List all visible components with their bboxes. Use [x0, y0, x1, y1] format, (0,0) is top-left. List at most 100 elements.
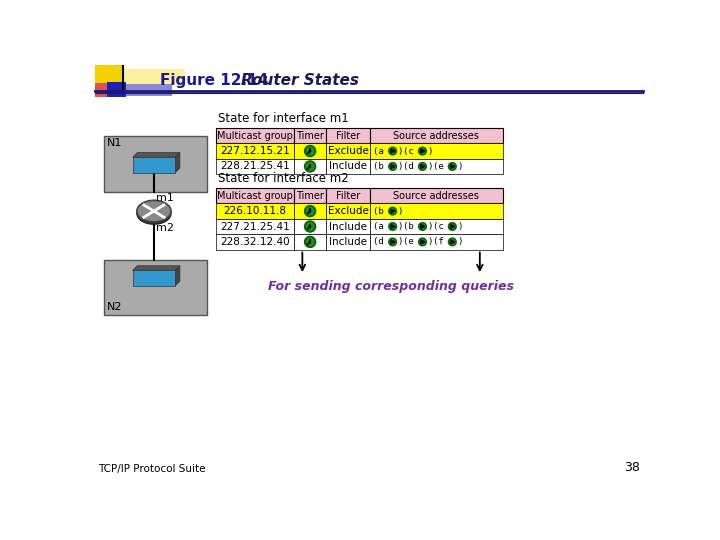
Polygon shape: [391, 149, 395, 153]
Text: (b ,: (b ,: [402, 222, 430, 231]
Text: (c ,: (c ,: [433, 222, 459, 231]
Text: TCP/IP Protocol Suite: TCP/IP Protocol Suite: [98, 464, 205, 475]
Polygon shape: [326, 204, 370, 219]
Polygon shape: [216, 143, 294, 159]
Polygon shape: [294, 128, 326, 143]
Text: ): ): [427, 238, 433, 246]
Polygon shape: [391, 165, 395, 168]
Text: Source addresses: Source addresses: [394, 191, 480, 201]
Polygon shape: [370, 128, 503, 143]
Text: Filter: Filter: [336, 131, 360, 140]
Text: State for interface m2: State for interface m2: [218, 172, 348, 185]
Circle shape: [389, 163, 397, 170]
Text: ): ): [457, 222, 462, 231]
Circle shape: [449, 163, 456, 170]
Text: (d ,: (d ,: [373, 238, 400, 246]
Text: State for interface m1: State for interface m1: [218, 112, 348, 125]
Text: ): ): [397, 207, 402, 215]
Text: ): ): [457, 238, 462, 246]
Polygon shape: [451, 240, 454, 244]
Polygon shape: [421, 225, 425, 228]
Polygon shape: [370, 143, 503, 159]
Circle shape: [305, 206, 315, 217]
Polygon shape: [326, 188, 370, 204]
Polygon shape: [126, 84, 172, 96]
Text: ): ): [397, 162, 402, 171]
Text: Timer: Timer: [296, 191, 324, 201]
Polygon shape: [107, 82, 126, 97]
Text: 228.21.25.41: 228.21.25.41: [220, 161, 290, 171]
Text: Filter: Filter: [336, 191, 360, 201]
Polygon shape: [96, 65, 122, 88]
Text: Include: Include: [329, 237, 367, 247]
Circle shape: [305, 221, 315, 232]
Circle shape: [389, 207, 397, 215]
Polygon shape: [175, 266, 180, 286]
Text: (b ,: (b ,: [373, 162, 400, 171]
Polygon shape: [370, 159, 503, 174]
Polygon shape: [132, 153, 180, 157]
Ellipse shape: [137, 202, 171, 224]
Polygon shape: [132, 271, 175, 286]
Text: (e ,: (e ,: [433, 162, 459, 171]
Polygon shape: [216, 188, 294, 204]
Polygon shape: [104, 137, 207, 192]
Text: For sending corresponding queries: For sending corresponding queries: [268, 280, 514, 293]
Text: (a ,: (a ,: [373, 146, 400, 156]
Circle shape: [305, 237, 315, 247]
Text: Source addresses: Source addresses: [394, 131, 480, 140]
Text: N2: N2: [107, 302, 122, 312]
Text: m2: m2: [156, 224, 174, 233]
Polygon shape: [451, 165, 454, 168]
Polygon shape: [326, 143, 370, 159]
Text: (b ,: (b ,: [373, 207, 400, 215]
Text: N1: N1: [107, 138, 122, 148]
Polygon shape: [421, 149, 425, 153]
Polygon shape: [370, 234, 503, 249]
Text: Multicast group: Multicast group: [217, 191, 293, 201]
Text: ): ): [427, 162, 433, 171]
Polygon shape: [216, 159, 294, 174]
Text: (a ,: (a ,: [373, 222, 400, 231]
Circle shape: [418, 163, 426, 170]
Circle shape: [418, 222, 426, 231]
Text: 38: 38: [624, 462, 640, 475]
Text: ): ): [427, 146, 433, 156]
Polygon shape: [96, 83, 111, 97]
Text: (d ,: (d ,: [402, 162, 430, 171]
Polygon shape: [451, 225, 454, 228]
Text: (f ,: (f ,: [433, 238, 459, 246]
Text: 227.21.25.41: 227.21.25.41: [220, 221, 290, 232]
Text: ): ): [457, 162, 462, 171]
Text: Figure 12.14: Figure 12.14: [160, 73, 268, 87]
Polygon shape: [294, 143, 326, 159]
Polygon shape: [421, 165, 425, 168]
Polygon shape: [326, 219, 370, 234]
Text: ): ): [397, 222, 402, 231]
Polygon shape: [391, 209, 395, 213]
Text: Exclude: Exclude: [328, 146, 369, 156]
Polygon shape: [326, 128, 370, 143]
Polygon shape: [294, 204, 326, 219]
Text: Include: Include: [329, 221, 367, 232]
Text: (c ,: (c ,: [402, 146, 430, 156]
Polygon shape: [104, 260, 207, 315]
Circle shape: [418, 147, 426, 155]
Polygon shape: [216, 234, 294, 249]
Polygon shape: [294, 219, 326, 234]
Ellipse shape: [137, 200, 171, 222]
Polygon shape: [216, 204, 294, 219]
Polygon shape: [216, 219, 294, 234]
Text: 228.32.12.40: 228.32.12.40: [220, 237, 290, 247]
Text: m1: m1: [156, 193, 174, 204]
Polygon shape: [370, 204, 503, 219]
Polygon shape: [370, 219, 503, 234]
Text: 226.10.11.8: 226.10.11.8: [224, 206, 287, 216]
Circle shape: [389, 147, 397, 155]
Text: Exclude: Exclude: [328, 206, 369, 216]
Circle shape: [389, 222, 397, 231]
Polygon shape: [370, 188, 503, 204]
Circle shape: [389, 238, 397, 246]
Text: (e ,: (e ,: [402, 238, 430, 246]
Text: ): ): [397, 238, 402, 246]
